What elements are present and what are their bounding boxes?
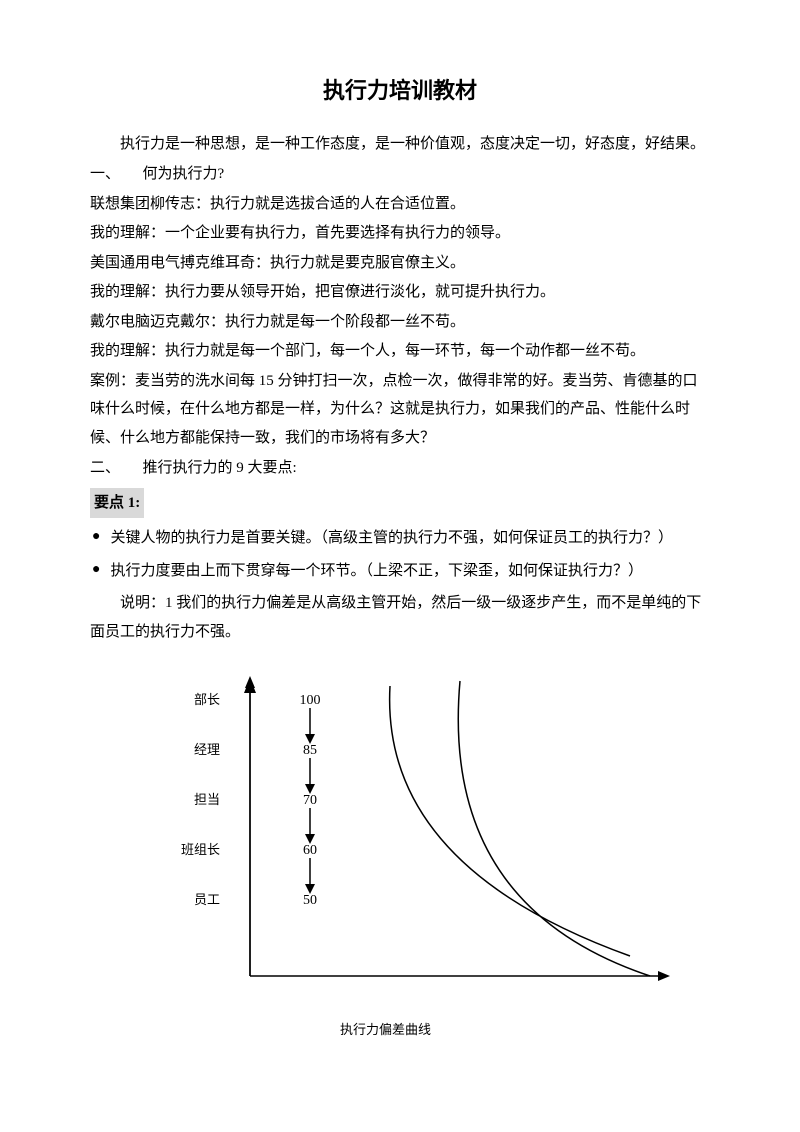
point-1-label: 要点 1: xyxy=(90,488,144,519)
body-line: 联想集团柳传志：执行力就是选拔合适的人在合适位置。 xyxy=(90,190,710,219)
bullet-icon: ● xyxy=(92,557,100,586)
deviation-chart: 部长 经理 担当 班组长 员工 100 85 70 60 50 执行力偏差曲线 xyxy=(130,676,690,1036)
chart-caption: 执行力偏差曲线 xyxy=(340,1018,431,1043)
role-label: 担当 xyxy=(160,788,220,813)
body-line: 我的理解：执行力要从领导开始，把官僚进行淡化，就可提升执行力。 xyxy=(90,278,710,307)
body-line: 我的理解：执行力就是每一个部门，每一个人，每一环节，每一个动作都一丝不苟。 xyxy=(90,337,710,366)
bullet-text: 执行力度要由上而下贯穿每一个环节。（上梁不正，下梁歪，如何保证执行力？） xyxy=(110,557,710,586)
body-line: 我的理解：一个企业要有执行力，首先要选择有执行力的领导。 xyxy=(90,219,710,248)
section-1-heading: 一、 何为执行力? xyxy=(90,160,710,189)
bullet-item: ● 执行力度要由上而下贯穿每一个环节。（上梁不正，下梁歪，如何保证执行力？） xyxy=(90,557,710,586)
role-label: 经理 xyxy=(160,738,220,763)
value-label: 100 xyxy=(290,688,330,715)
bullet-item: ● 关键人物的执行力是首要关键。（高级主管的执行力不强，如何保证员工的执行力？） xyxy=(90,524,710,553)
role-label: 班组长 xyxy=(160,838,220,863)
value-label: 60 xyxy=(290,838,330,865)
deviation-curve-1 xyxy=(390,686,630,956)
body-line: 美国通用电气搏克维耳奇：执行力就是要克服官僚主义。 xyxy=(90,249,710,278)
deviation-curve-2 xyxy=(458,681,650,976)
bullet-icon: ● xyxy=(92,524,100,553)
value-label: 50 xyxy=(290,888,330,915)
intro-paragraph: 执行力是一种思想，是一种工作态度，是一种价值观，态度决定一切，好态度，好结果。 xyxy=(90,130,710,159)
value-label: 85 xyxy=(290,738,330,765)
body-line: 案例：麦当劳的洗水间每 15 分钟打扫一次，点检一次，做得非常的好。麦当劳、肯德… xyxy=(90,367,710,453)
bullet-text: 关键人物的执行力是首要关键。（高级主管的执行力不强，如何保证员工的执行力？） xyxy=(110,524,710,553)
body-line: 戴尔电脑迈克戴尔：执行力就是每一个阶段都一丝不苟。 xyxy=(90,308,710,337)
value-label: 70 xyxy=(290,788,330,815)
page-title: 执行力培训教材 xyxy=(90,70,710,112)
explain-paragraph: 说明：1 我们的执行力偏差是从高级主管开始，然后一级一级逐步产生，而不是单纯的下… xyxy=(90,589,710,646)
role-label: 员工 xyxy=(160,888,220,913)
role-label: 部长 xyxy=(160,688,220,713)
section-2-heading: 二、 推行执行力的 9 大要点: xyxy=(90,454,710,483)
